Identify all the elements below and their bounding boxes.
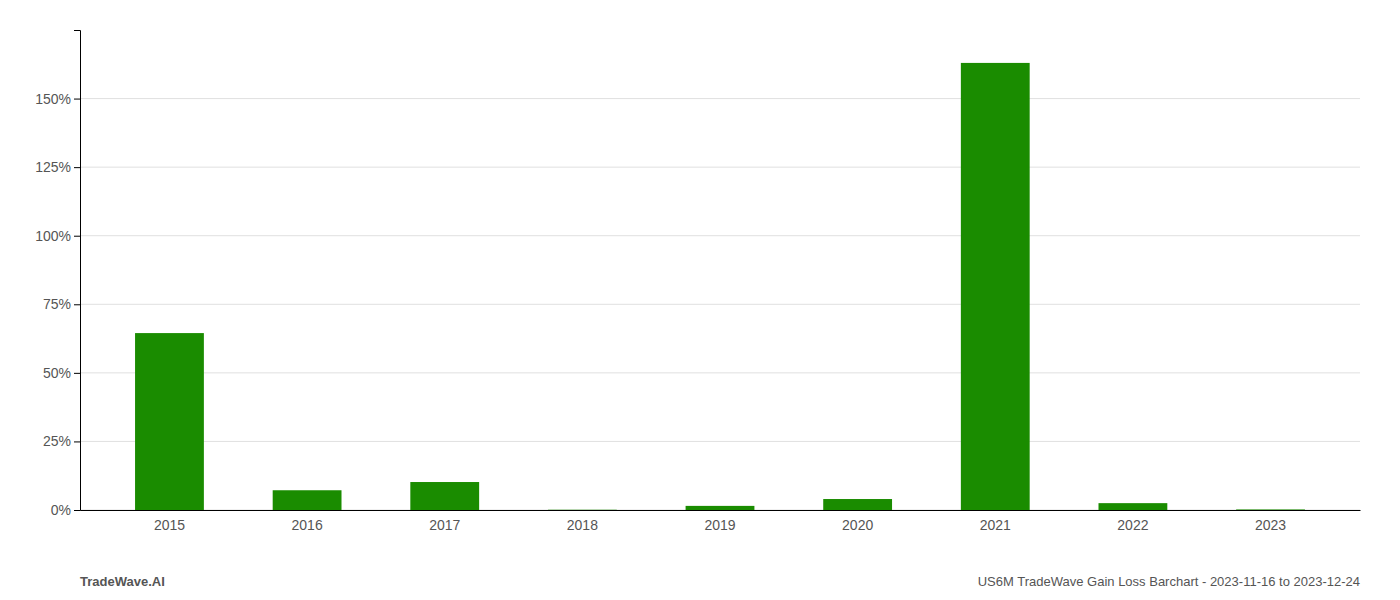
tick-label: 2023: [1255, 517, 1286, 533]
tick-mark: [74, 441, 80, 442]
tick-label: 2019: [704, 517, 735, 533]
x-axis: 2015 2016 2017 2018 2019 2020 2021 2022 2023: [81, 511, 1361, 533]
tick: 2018: [567, 517, 598, 533]
chart: 0%25%50%75%100%125%150%20152016201720182…: [0, 0, 1400, 600]
tick: 2015: [154, 517, 185, 533]
tick-mark: [74, 373, 80, 374]
tick: 2017: [429, 517, 460, 533]
tick-mark: [74, 167, 80, 168]
grid-line: [80, 98, 1360, 99]
tick-label: 50%: [43, 365, 71, 381]
tick: 2021: [980, 517, 1011, 533]
tick-label: 2015: [154, 517, 185, 533]
grid: [80, 99, 1360, 510]
tick: 0%: [51, 502, 80, 518]
tick-label: 2017: [429, 517, 460, 533]
tick: 50%: [43, 365, 80, 381]
bar: [273, 490, 342, 510]
tick-label: 150%: [35, 91, 71, 107]
bar: [1236, 509, 1305, 510]
tick: 75%: [43, 296, 80, 312]
tick: 2020: [842, 517, 873, 533]
grid-line: [80, 372, 1360, 373]
axis-line: [74, 31, 81, 511]
bar: [410, 482, 479, 510]
bar: [961, 63, 1030, 510]
tick: 25%: [43, 433, 80, 449]
tick-label: 2020: [842, 517, 873, 533]
tick: 100%: [35, 228, 80, 244]
tick-label: 2016: [292, 517, 323, 533]
bar: [135, 333, 204, 510]
tick: 2023: [1255, 517, 1286, 533]
tick-label: 2018: [567, 517, 598, 533]
y-axis: 0% 25% 50% 75% 100% 125% 150%: [35, 31, 80, 518]
tick: 2019: [704, 517, 735, 533]
bar: [686, 506, 755, 510]
bar: [548, 509, 617, 510]
grid-line: [80, 235, 1360, 236]
annotation: US6M TradeWave Gain Loss Barchart - 2023…: [978, 574, 1360, 589]
tick-mark: [74, 304, 80, 305]
tick-mark: [74, 99, 80, 100]
bars: [135, 63, 1305, 510]
bar: [1098, 503, 1167, 510]
tick: 2016: [292, 517, 323, 533]
tick-label: 0%: [51, 502, 71, 518]
grid-line: [80, 441, 1360, 442]
bar: [823, 499, 892, 510]
tick-label: 25%: [43, 433, 71, 449]
axis-line: [81, 510, 1361, 511]
tick-label: 75%: [43, 296, 71, 312]
tick: 150%: [35, 91, 80, 107]
tick-mark: [74, 510, 80, 511]
tick-label: 2021: [980, 517, 1011, 533]
grid-line: [80, 304, 1360, 305]
tick-mark: [74, 236, 80, 237]
grid-line: [80, 167, 1360, 168]
tick-label: 2022: [1117, 517, 1148, 533]
tick: 125%: [35, 159, 80, 175]
tick-label: 125%: [35, 159, 71, 175]
plot-area: 0%25%50%75%100%125%150%20152016201720182…: [35, 31, 1360, 533]
tick-label: 100%: [35, 228, 71, 244]
annotation: TradeWave.AI: [80, 574, 165, 589]
tick: 2022: [1117, 517, 1148, 533]
